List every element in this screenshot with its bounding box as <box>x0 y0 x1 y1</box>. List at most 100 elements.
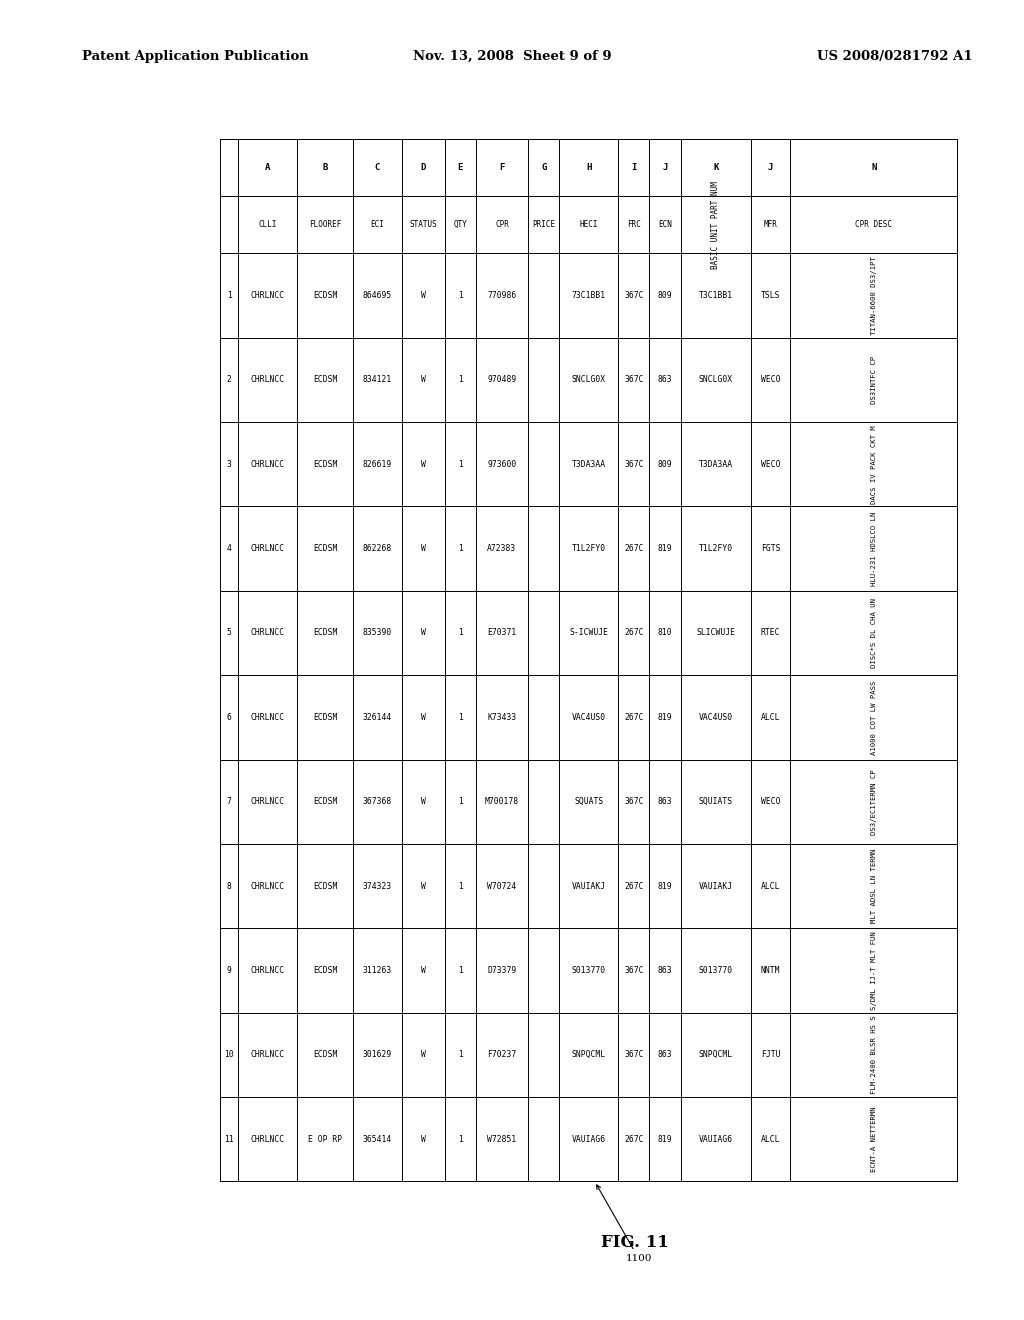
Text: 9: 9 <box>226 966 231 975</box>
Text: 267C: 267C <box>624 628 644 638</box>
Text: 1: 1 <box>458 628 463 638</box>
Text: 1: 1 <box>458 882 463 891</box>
Text: BASIC UNIT PART NUM: BASIC UNIT PART NUM <box>712 181 720 268</box>
Text: W72851: W72851 <box>487 1135 516 1143</box>
Text: 973600: 973600 <box>487 459 516 469</box>
Text: CHRLNCC: CHRLNCC <box>251 628 285 638</box>
Text: CHRLNCC: CHRLNCC <box>251 713 285 722</box>
Text: E OP RP: E OP RP <box>308 1135 342 1143</box>
Text: H: H <box>586 162 592 172</box>
Text: 1100: 1100 <box>597 1185 652 1263</box>
Text: 863: 863 <box>657 1051 673 1060</box>
Text: W: W <box>421 713 426 722</box>
Text: QTY: QTY <box>454 220 467 230</box>
Text: FGTS: FGTS <box>761 544 780 553</box>
Text: J: J <box>663 162 668 172</box>
Text: F: F <box>500 162 505 172</box>
Text: 267C: 267C <box>624 1135 644 1143</box>
Text: CHRLNCC: CHRLNCC <box>251 882 285 891</box>
Text: VAUIAKJ: VAUIAKJ <box>698 882 733 891</box>
Text: 863: 863 <box>657 966 673 975</box>
Text: 367368: 367368 <box>362 797 392 807</box>
Text: C: C <box>375 162 380 172</box>
Text: 809: 809 <box>657 290 673 300</box>
Text: 1: 1 <box>458 290 463 300</box>
Text: 819: 819 <box>657 713 673 722</box>
Text: SQUIATS: SQUIATS <box>698 797 733 807</box>
Text: FLM-2400 BLSR HS S: FLM-2400 BLSR HS S <box>870 1015 877 1094</box>
Text: 863: 863 <box>657 375 673 384</box>
Text: I: I <box>631 162 637 172</box>
Text: ECDSM: ECDSM <box>312 375 337 384</box>
Text: A72383: A72383 <box>487 544 516 553</box>
Text: 770986: 770986 <box>487 290 516 300</box>
Text: HECI: HECI <box>580 220 598 230</box>
Text: 367C: 367C <box>624 966 644 975</box>
Text: W: W <box>421 290 426 300</box>
Text: ECDSM: ECDSM <box>312 1051 337 1060</box>
Text: 367C: 367C <box>624 797 644 807</box>
Text: S013770: S013770 <box>571 966 606 975</box>
Text: RTEC: RTEC <box>761 628 780 638</box>
Text: 367C: 367C <box>624 1051 644 1060</box>
Text: FIG. 11: FIG. 11 <box>601 1234 669 1251</box>
Text: A: A <box>265 162 270 172</box>
Text: 863: 863 <box>657 797 673 807</box>
Text: ECDSM: ECDSM <box>312 882 337 891</box>
Text: FJTU: FJTU <box>761 1051 780 1060</box>
Text: CHRLNCC: CHRLNCC <box>251 375 285 384</box>
Text: T3DA3AA: T3DA3AA <box>571 459 606 469</box>
Text: 367C: 367C <box>624 375 644 384</box>
Text: 1: 1 <box>226 290 231 300</box>
Text: Nov. 13, 2008  Sheet 9 of 9: Nov. 13, 2008 Sheet 9 of 9 <box>413 50 611 63</box>
Text: T1L2FY0: T1L2FY0 <box>571 544 606 553</box>
Text: 267C: 267C <box>624 544 644 553</box>
Text: M700178: M700178 <box>485 797 519 807</box>
Text: N: N <box>871 162 877 172</box>
Text: W: W <box>421 966 426 975</box>
Text: DACS IV PACK CKT M: DACS IV PACK CKT M <box>870 425 877 504</box>
Text: STATUS: STATUS <box>410 220 437 230</box>
Text: SNCLG0X: SNCLG0X <box>571 375 606 384</box>
Text: SNPQCML: SNPQCML <box>698 1051 733 1060</box>
Text: D: D <box>421 162 426 172</box>
Text: S/DML IJ-T MLT FUN: S/DML IJ-T MLT FUN <box>870 931 877 1010</box>
Text: FRC: FRC <box>627 220 641 230</box>
Text: W: W <box>421 628 426 638</box>
Text: 819: 819 <box>657 882 673 891</box>
Text: E: E <box>458 162 463 172</box>
Text: 367C: 367C <box>624 290 644 300</box>
Text: W: W <box>421 1051 426 1060</box>
Text: CPR DESC: CPR DESC <box>855 220 892 230</box>
Text: WECO: WECO <box>761 797 780 807</box>
Text: 809: 809 <box>657 459 673 469</box>
Text: VAUIAKJ: VAUIAKJ <box>571 882 606 891</box>
Text: 819: 819 <box>657 1135 673 1143</box>
Text: CHRLNCC: CHRLNCC <box>251 966 285 975</box>
Text: WECO: WECO <box>761 459 780 469</box>
Text: T3DA3AA: T3DA3AA <box>698 459 733 469</box>
Text: WECO: WECO <box>761 375 780 384</box>
Text: FLOOREF: FLOOREF <box>309 220 341 230</box>
Text: W: W <box>421 375 426 384</box>
Text: 326144: 326144 <box>362 713 392 722</box>
Text: B: B <box>323 162 328 172</box>
Text: W: W <box>421 459 426 469</box>
Text: 367C: 367C <box>624 459 644 469</box>
Text: ECI: ECI <box>371 220 384 230</box>
Text: 374323: 374323 <box>362 882 392 891</box>
Text: VAC4US0: VAC4US0 <box>698 713 733 722</box>
Text: ECDSM: ECDSM <box>312 459 337 469</box>
Text: 1: 1 <box>458 1051 463 1060</box>
Text: 8: 8 <box>226 882 231 891</box>
Text: ECDSM: ECDSM <box>312 290 337 300</box>
Text: CLLI: CLLI <box>258 220 276 230</box>
Text: D73379: D73379 <box>487 966 516 975</box>
Text: S-ICWUJE: S-ICWUJE <box>569 628 608 638</box>
Text: 834121: 834121 <box>362 375 392 384</box>
Text: ALCL: ALCL <box>761 713 780 722</box>
Text: T3C1BB1: T3C1BB1 <box>698 290 733 300</box>
Text: 365414: 365414 <box>362 1135 392 1143</box>
Text: 864695: 864695 <box>362 290 392 300</box>
Text: US 2008/0281792 A1: US 2008/0281792 A1 <box>817 50 973 63</box>
